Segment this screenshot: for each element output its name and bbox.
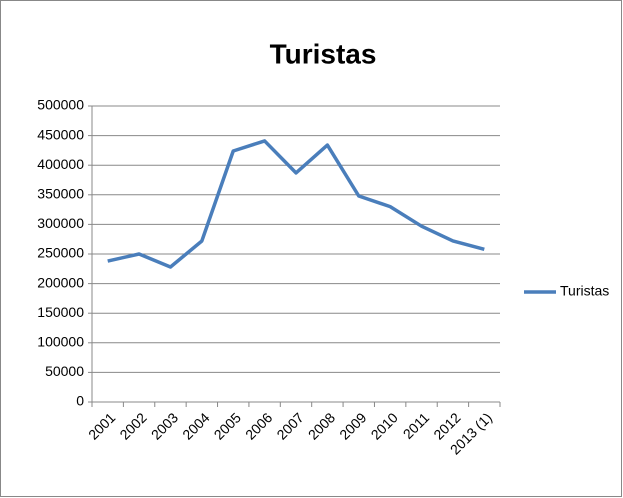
y-tick-label: 100000 — [37, 334, 84, 350]
legend-label: Turistas — [560, 283, 609, 299]
y-tick-label: 350000 — [37, 186, 84, 202]
y-tick-label: 50000 — [45, 363, 84, 379]
chart-title: Turistas — [270, 38, 377, 69]
y-tick-label: 300000 — [37, 215, 84, 231]
y-tick-label: 0 — [76, 393, 84, 409]
y-tick-label: 450000 — [37, 126, 84, 142]
y-tick-label: 150000 — [37, 304, 84, 320]
line-series — [107, 139, 485, 269]
y-tick-label: 400000 — [37, 156, 84, 172]
y-tick-label: 200000 — [37, 274, 84, 290]
y-tick-label: 500000 — [37, 97, 84, 113]
y-tick-label: 250000 — [37, 245, 84, 261]
